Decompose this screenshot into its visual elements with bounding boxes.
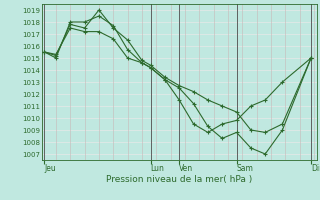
X-axis label: Pression niveau de la mer( hPa ): Pression niveau de la mer( hPa ) [106,175,252,184]
